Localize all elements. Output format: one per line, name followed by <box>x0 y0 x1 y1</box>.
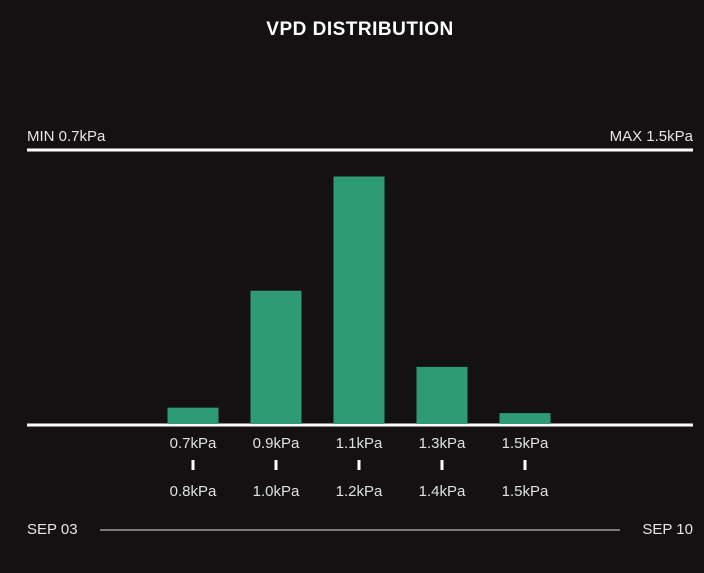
x-tick-label: 1.1kPa <box>336 435 383 452</box>
x-tick-label: 1.5kPa <box>502 435 549 452</box>
max-label: MAX 1.5kPa <box>610 128 694 145</box>
x-tick-end-label: 1.2kPa <box>336 483 383 500</box>
x-tick-end-label: 1.5kPa <box>502 483 549 500</box>
bar <box>416 366 468 424</box>
end-date: SEP 10 <box>642 521 693 538</box>
x-tick-label: 1.3kPa <box>419 435 466 452</box>
x-tick-end-label: 0.8kPa <box>170 483 217 500</box>
x-tick-end-label: 1.4kPa <box>419 483 466 500</box>
chart-title: VPD DISTRIBUTION <box>266 19 453 40</box>
x-tick-label: 0.9kPa <box>253 435 300 452</box>
x-tick-end-label: 1.0kPa <box>253 483 300 500</box>
min-label: MIN 0.7kPa <box>27 128 106 145</box>
bar <box>167 407 219 424</box>
bar <box>499 413 551 424</box>
bar <box>250 290 302 424</box>
bar <box>333 176 385 424</box>
x-tick-label: 0.7kPa <box>170 435 217 452</box>
start-date: SEP 03 <box>27 521 78 538</box>
